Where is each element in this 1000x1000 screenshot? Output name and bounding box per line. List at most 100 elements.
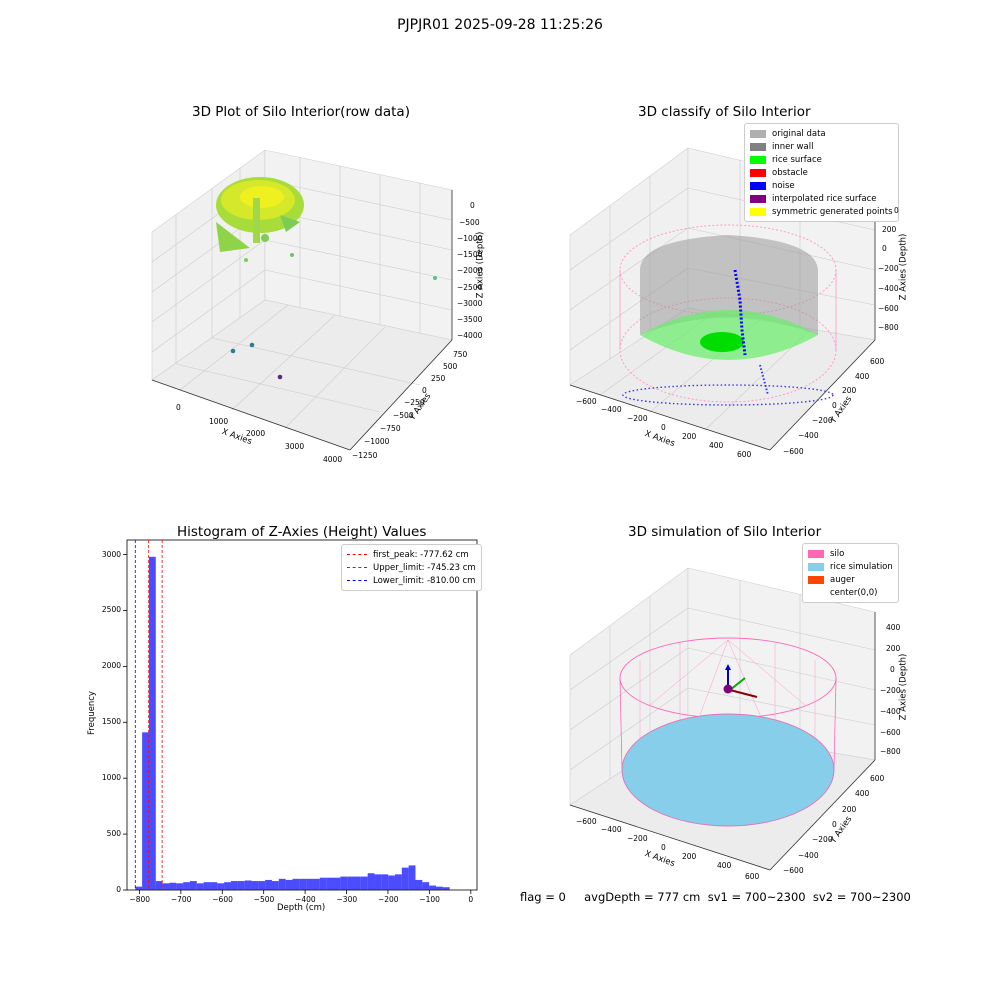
raw-y-tick: −250 — [404, 398, 425, 407]
histogram-bar — [429, 885, 436, 890]
histogram-x-tick-label: 0 — [468, 895, 474, 904]
simulation-render — [619, 637, 837, 827]
histogram-x-tick-label: −800 — [129, 895, 151, 904]
simulation-y-tick: 200 — [842, 805, 857, 814]
histogram-bar — [148, 556, 156, 890]
histogram-bar — [203, 882, 211, 890]
raw-x-tick: 2000 — [246, 429, 266, 438]
simulation-y-tick: −400 — [798, 851, 819, 860]
legend-item-first-peak: first_peak: -777.62 cm — [347, 548, 476, 561]
classify-point-cloud — [619, 224, 837, 406]
histogram-y-tick-label: 500 — [106, 829, 121, 839]
histogram-bar — [340, 876, 348, 890]
legend-swatch — [808, 562, 824, 571]
simulation-y-tick: −600 — [783, 866, 804, 875]
raw-panel-title: 3D Plot of Silo Interior(row data) — [192, 104, 410, 120]
classify-y-tick: −600 — [783, 447, 804, 456]
classify-z-tick: 200 — [882, 225, 897, 234]
histogram-y-tick-label: 3000 — [101, 549, 121, 559]
histogram-bars — [135, 556, 450, 890]
simulation-z-tick: −800 — [880, 747, 901, 756]
legend-swatch — [808, 588, 824, 597]
legend-swatch — [750, 181, 766, 190]
simulation-x-tick: −600 — [576, 817, 597, 826]
legend-item-noise: noise — [750, 179, 893, 192]
legend-item-rice-simulation: rice simulation — [808, 560, 893, 573]
raw-y-tick: 500 — [443, 362, 458, 371]
legend-line — [347, 567, 367, 568]
histogram-bar — [388, 875, 395, 890]
histogram-bar — [353, 876, 361, 890]
histogram-bar — [217, 883, 225, 890]
histogram-bar — [169, 882, 177, 890]
classify-x-tick: −400 — [601, 405, 622, 414]
simulation-x-tick: −200 — [627, 834, 648, 843]
histogram-x-tick-label: −500 — [253, 895, 275, 904]
raw-z-tick: −500 — [459, 218, 480, 227]
legend-label: first_peak: -777.62 cm — [373, 549, 469, 560]
legend-label: interpolated rice surface — [772, 193, 877, 204]
classify-y-tick: −400 — [798, 431, 819, 440]
histogram-plot-area — [126, 539, 478, 891]
legend-item-silo: silo — [808, 547, 893, 560]
legend-item-symmetric-generated-points: symmetric generated points — [750, 205, 893, 218]
legend-swatch — [750, 155, 766, 164]
raw-y-tick: −750 — [380, 424, 401, 433]
legend-label: symmetric generated points — [772, 206, 893, 217]
histogram-bar — [292, 878, 300, 890]
classify-z-tick: −400 — [878, 284, 899, 293]
raw-point-cloud — [216, 177, 437, 380]
figure-title: PJPJR01 2025-09-28 11:25:26 — [397, 17, 603, 33]
legend-label: rice simulation — [830, 561, 893, 572]
histogram-bar — [135, 886, 143, 890]
histogram-bar — [162, 883, 170, 890]
histogram-bar — [285, 879, 293, 890]
raw-y-tick: 750 — [453, 350, 468, 359]
histogram-x-tick-label: −300 — [336, 895, 358, 904]
raw-y-tick: −1000 — [364, 437, 390, 446]
legend-swatch — [750, 207, 766, 216]
legend-label: inner wall — [772, 141, 814, 152]
legend-swatch — [750, 194, 766, 203]
histogram-x-tick-label: −100 — [419, 895, 440, 904]
histogram-x-tick-label: −700 — [170, 895, 192, 904]
histogram-bar — [360, 876, 368, 890]
histogram-reference-lines — [134, 540, 163, 890]
histogram-bar — [306, 878, 313, 890]
histogram-bar — [319, 877, 327, 890]
histogram-bar — [367, 873, 375, 890]
classify-y-tick: −200 — [812, 416, 833, 425]
histogram-bar — [299, 878, 307, 890]
legend-swatch — [750, 129, 766, 138]
simulation-panel-title: 3D simulation of Silo Interior — [628, 524, 822, 540]
simulation-z-tick: 0 — [890, 665, 895, 674]
raw-z-tick: −3500 — [457, 315, 483, 324]
classify-x-tick: 600 — [737, 450, 752, 459]
legend-swatch — [808, 575, 824, 584]
raw-z-tick: −3000 — [457, 299, 483, 308]
raw-z-tick: −1000 — [457, 234, 483, 243]
legend-item-original-data: original data — [750, 127, 893, 140]
histogram-bar — [230, 881, 238, 890]
histogram-bar — [196, 883, 204, 890]
histogram-bar — [415, 879, 423, 890]
raw-y-tick: −1250 — [352, 451, 378, 460]
histogram-bar — [237, 881, 245, 890]
simulation-x-tick: 600 — [745, 872, 760, 881]
histogram-y-tick-label: 1000 — [101, 773, 121, 783]
classify-z-tick: 0 — [894, 206, 899, 215]
histogram-y-tick-label: 0 — [116, 885, 121, 894]
raw-z-tick: −1500 — [457, 250, 483, 259]
histogram-x-tick-label: −200 — [377, 895, 399, 904]
histogram-x-tick-label: −400 — [295, 895, 316, 904]
classify-x-tick: −200 — [627, 414, 648, 423]
status-line: flag = 0 avgDepth = 777 cm sv1 = 700~230… — [520, 890, 911, 904]
histogram-bar — [251, 881, 259, 890]
legend-item-interpolated-rice-surface: interpolated rice surface — [750, 192, 893, 205]
histogram-plot — [123, 539, 478, 894]
histogram-bar — [333, 877, 341, 890]
histogram-bar — [347, 876, 354, 890]
simulation-z-tick: −200 — [880, 686, 901, 695]
classify-z-label: Z Axies (Depth) — [898, 233, 909, 301]
histogram-bar — [183, 882, 190, 890]
